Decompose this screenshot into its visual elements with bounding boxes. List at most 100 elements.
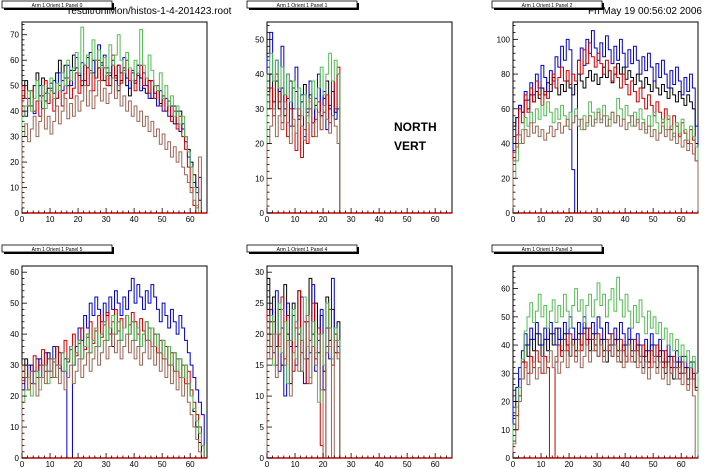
x-tick-label: 30	[347, 460, 356, 469]
x-tick-label: 0	[511, 215, 516, 224]
x-tick-label: 60	[186, 215, 195, 224]
y-tick-label: 0	[506, 454, 511, 463]
y-tick-label: 40	[501, 341, 510, 350]
plot-frame	[266, 21, 453, 214]
panel-title: Arm 1 Orient 1 Panel 3	[522, 247, 573, 253]
panel-title-box	[491, 244, 603, 253]
y-tick-label: 50	[255, 35, 264, 44]
y-tick-label: 80	[501, 70, 510, 79]
x-tick-label: 0	[265, 460, 270, 469]
x-tick-label: 40	[375, 460, 384, 469]
x-tick-label: 20	[319, 460, 328, 469]
histogram-series-1	[512, 30, 699, 214]
y-tick-label: 50	[10, 299, 19, 308]
x-tick-label: 40	[130, 215, 139, 224]
panel-title: Arm 1 Orient 1 Panel 0	[32, 3, 83, 9]
x-tick-label: 50	[649, 215, 658, 224]
y-tick-label: 70	[10, 31, 19, 40]
panel-title-box	[246, 0, 358, 9]
y-tick-label: 60	[501, 105, 510, 114]
x-tick-label: 0	[20, 215, 25, 224]
x-tick-label: 40	[621, 460, 630, 469]
x-tick-label: 50	[158, 215, 167, 224]
x-tick-label: 0	[511, 460, 516, 469]
x-tick-label: 50	[158, 460, 167, 469]
histogram-series-4	[512, 338, 698, 459]
y-tick-label: 20	[10, 158, 19, 167]
x-tick-label: 30	[102, 215, 111, 224]
y-tick-label: 40	[255, 70, 264, 79]
y-tick-label: 20	[255, 330, 264, 339]
x-tick-label: 20	[565, 460, 574, 469]
y-tick-label: 0	[15, 209, 20, 218]
y-tick-label: 20	[10, 392, 19, 401]
y-tick-label: 10	[501, 426, 510, 435]
y-tick-label: 30	[255, 105, 264, 114]
y-tick-label: 30	[255, 268, 264, 277]
x-tick-label: 20	[565, 215, 574, 224]
x-tick-label: 50	[403, 215, 412, 224]
y-tick-label: 60	[10, 268, 19, 277]
y-tick-label: 100	[497, 35, 511, 44]
y-tick-label: 30	[501, 369, 510, 378]
x-tick-label: 10	[46, 460, 55, 469]
x-tick-label: 50	[403, 460, 412, 469]
y-tick-label: 30	[10, 133, 19, 142]
x-tick-label: 30	[593, 215, 602, 224]
panel-title-box	[1, 0, 113, 9]
y-tick-label: 10	[10, 423, 19, 432]
x-tick-label: 30	[347, 215, 356, 224]
histogram-series-3	[512, 276, 699, 458]
histogram-series-4	[266, 97, 452, 214]
y-tick-label: 60	[10, 56, 19, 65]
panel-title: Arm 1 Orient 1 Panel 4	[277, 247, 328, 253]
x-tick-label: 30	[102, 460, 111, 469]
panel-title: Arm 1 Orient 1 Panel 5	[32, 247, 83, 253]
y-tick-label: 40	[10, 330, 19, 339]
x-tick-label: 30	[593, 460, 602, 469]
histogram-series-1	[512, 316, 699, 458]
y-tick-label: 15	[255, 361, 264, 370]
x-tick-label: 10	[537, 215, 546, 224]
y-tick-label: 40	[10, 107, 19, 116]
y-tick-label: 10	[255, 174, 264, 183]
panel-title-box	[246, 244, 358, 253]
x-tick-label: 60	[431, 215, 440, 224]
y-tick-label: 40	[501, 140, 510, 149]
annotation-north: NORTH	[394, 120, 437, 134]
panel-title: Arm 1 Orient 1 Panel 2	[522, 3, 573, 9]
y-tick-label: 0	[260, 209, 265, 218]
histogram-series-4	[21, 77, 207, 214]
x-tick-label: 40	[375, 215, 384, 224]
histogram-series-3	[512, 97, 699, 213]
x-tick-label: 60	[431, 460, 440, 469]
y-tick-label: 25	[255, 299, 264, 308]
y-tick-label: 20	[501, 398, 510, 407]
panel-title-box	[491, 0, 603, 9]
y-tick-label: 0	[260, 454, 265, 463]
panel-title: Arm 1 Orient 1 Panel 1	[277, 3, 328, 9]
y-tick-label: 50	[10, 82, 19, 91]
y-tick-label: 0	[15, 454, 20, 463]
histogram-series-3	[21, 26, 207, 214]
y-tick-label: 10	[10, 184, 19, 193]
x-tick-label: 50	[649, 460, 658, 469]
y-tick-label: 50	[501, 313, 510, 322]
x-tick-label: 40	[130, 460, 139, 469]
x-tick-label: 20	[74, 215, 83, 224]
x-tick-label: 20	[319, 215, 328, 224]
histogram-series-4	[266, 308, 452, 459]
x-tick-label: 10	[291, 460, 300, 469]
y-tick-label: 20	[501, 174, 510, 183]
histogram-series-4	[21, 333, 207, 459]
x-tick-label: 0	[20, 460, 25, 469]
x-tick-label: 20	[74, 460, 83, 469]
timestamp-label: Fri May 19 00:56:02 2006	[588, 6, 702, 17]
panel-title-box	[1, 244, 113, 253]
y-tick-label: 20	[255, 140, 264, 149]
histogram-series-4	[512, 111, 699, 213]
y-tick-label: 0	[506, 209, 511, 218]
y-tick-label: 30	[10, 361, 19, 370]
x-tick-label: 60	[677, 215, 686, 224]
